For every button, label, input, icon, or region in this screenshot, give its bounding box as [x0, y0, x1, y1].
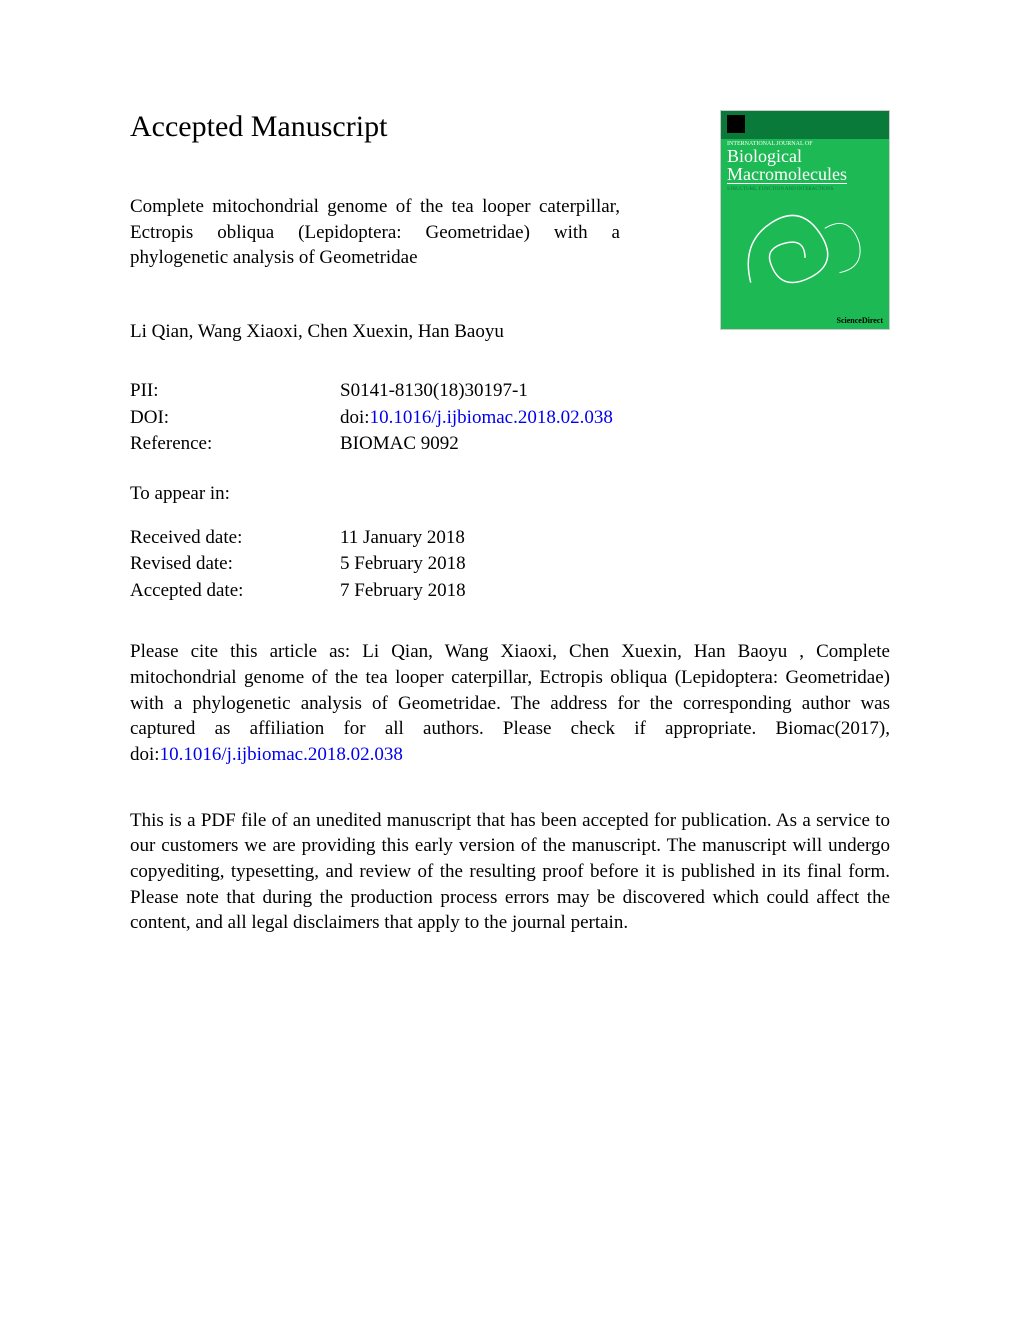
reference-label: Reference: [130, 431, 340, 458]
cover-curve-icon [731, 191, 879, 305]
disclaimer-paragraph: This is a PDF file of an unedited manusc… [130, 808, 890, 936]
pii-row: PII: S0141-8130(18)30197-1 [130, 378, 890, 405]
doi-value: doi:10.1016/j.ijbiomac.2018.02.038 [340, 405, 890, 432]
cover-bottom-bar: ScienceDirect [721, 311, 889, 329]
elsevier-logo-icon [727, 115, 745, 133]
accepted-value: 7 February 2018 [340, 578, 466, 605]
left-column: Accepted Manuscript Complete mitochondri… [130, 110, 720, 378]
accepted-row: Accepted date: 7 February 2018 [130, 578, 890, 605]
cover-top-bar [721, 111, 889, 139]
to-appear-in: To appear in: [130, 483, 890, 505]
revised-row: Revised date: 5 February 2018 [130, 551, 890, 578]
revised-label: Revised date: [130, 551, 340, 578]
revised-value: 5 February 2018 [340, 551, 466, 578]
doi-link[interactable]: 10.1016/j.ijbiomac.2018.02.038 [370, 407, 613, 428]
accepted-manuscript-heading: Accepted Manuscript [130, 110, 690, 144]
citation-doi-link[interactable]: 10.1016/j.ijbiomac.2018.02.038 [160, 744, 403, 765]
pii-value: S0141-8130(18)30197-1 [340, 378, 890, 405]
cover-title-line1: Biological [721, 147, 889, 165]
cover-publisher: ScienceDirect [837, 316, 884, 325]
accepted-label: Accepted date: [130, 578, 340, 605]
citation-paragraph: Please cite this article as: Li Qian, Wa… [130, 639, 890, 767]
metadata-table: PII: S0141-8130(18)30197-1 DOI: doi:10.1… [130, 378, 890, 458]
authors-list: Li Qian, Wang Xiaoxi, Chen Xuexin, Han B… [130, 321, 690, 343]
cover-figure [731, 191, 879, 305]
doi-row: DOI: doi:10.1016/j.ijbiomac.2018.02.038 [130, 405, 890, 432]
cover-title-line2: Macromolecules [727, 165, 847, 184]
received-value: 11 January 2018 [340, 525, 465, 552]
dates-table: Received date: 11 January 2018 Revised d… [130, 525, 890, 605]
reference-value: BIOMAC 9092 [340, 431, 890, 458]
doi-prefix: doi: [340, 407, 370, 428]
received-label: Received date: [130, 525, 340, 552]
received-row: Received date: 11 January 2018 [130, 525, 890, 552]
header-row: Accepted Manuscript Complete mitochondri… [130, 110, 890, 378]
pii-label: PII: [130, 378, 340, 405]
article-title: Complete mitochondrial genome of the tea… [130, 194, 620, 271]
reference-row: Reference: BIOMAC 9092 [130, 431, 890, 458]
doi-label: DOI: [130, 405, 340, 432]
journal-cover-thumbnail: INTERNATIONAL JOURNAL OF Biological Macr… [720, 110, 890, 330]
